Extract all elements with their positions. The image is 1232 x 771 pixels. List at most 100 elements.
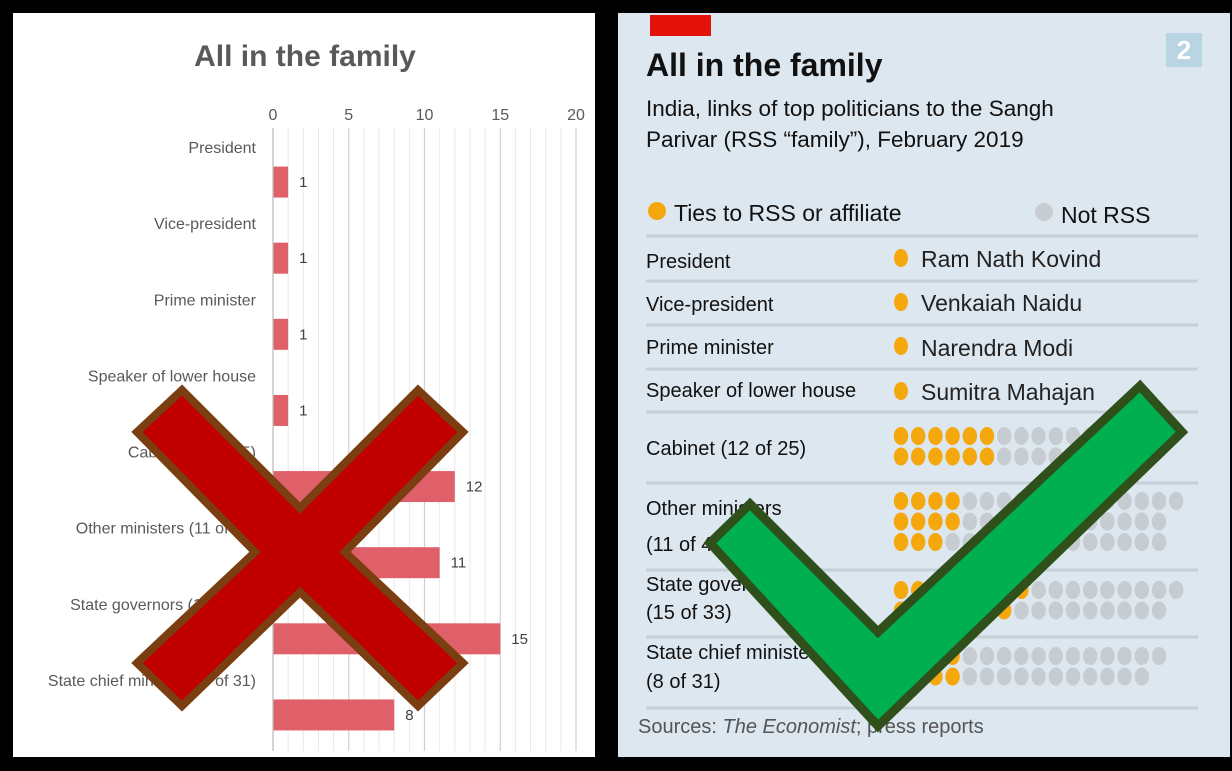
category-label: Cabinet (12 of 25) [128, 445, 256, 462]
left-bar-chart: All in the family 0 5 10 15 20 1 President 1 Vice… [48, 40, 585, 751]
not-rss-dot [1014, 667, 1029, 686]
rss-dot [945, 447, 960, 466]
not-rss-dot [1083, 647, 1098, 665]
rss-dot [928, 512, 943, 531]
not-rss-dot [1169, 492, 1184, 510]
not-rss-dot [1065, 427, 1081, 445]
not-rss-dot [1151, 647, 1167, 665]
not-rss-dot [1048, 667, 1063, 686]
rss-dot [979, 601, 995, 620]
not-rss-dot [1031, 447, 1046, 466]
not-rss-dot [1014, 492, 1029, 510]
data-label: 8 [405, 707, 413, 724]
row-label-vice-president: Vice-president [646, 294, 774, 316]
rss-dot [911, 581, 926, 599]
not-rss-dot [1151, 492, 1167, 510]
not-rss-dot [997, 492, 1012, 510]
not-rss-dot [1065, 533, 1081, 551]
legend-rss-label: Ties to RSS or affiliate [674, 200, 902, 226]
x-tick-label: 5 [344, 107, 353, 124]
rss-dot [911, 427, 926, 445]
data-label: 1 [299, 326, 307, 343]
row-label-prime-minister: Prime minister [646, 337, 774, 359]
not-rss-dot [979, 667, 995, 686]
rss-dot [928, 533, 943, 551]
not-rss-dot [1151, 581, 1167, 599]
not-rss-dot [1117, 647, 1132, 665]
rss-dot [997, 601, 1012, 620]
rss-dot [911, 601, 926, 620]
category-label: State governors (15 of 33) [70, 597, 256, 614]
rss-dot [911, 667, 926, 686]
rss-dot [894, 249, 908, 267]
rss-dot [962, 427, 977, 445]
rss-dot [962, 447, 977, 466]
rss-dot [945, 512, 960, 531]
legend-not-rss-dot [1035, 203, 1053, 221]
not-rss-dot [1048, 533, 1063, 551]
not-rss-dot [1065, 667, 1081, 686]
rss-dot [893, 492, 909, 510]
right-chart-title: All in the family [646, 47, 883, 83]
rss-dot [928, 667, 943, 686]
not-rss-dot [1117, 601, 1132, 620]
rss-dot [928, 601, 943, 620]
rss-dot [911, 512, 926, 531]
not-rss-dot [945, 533, 960, 551]
not-rss-dot [1134, 512, 1149, 531]
not-rss-dot [1083, 427, 1098, 445]
row-label-chief-ministers-line2: (8 of 31) [646, 671, 721, 693]
not-rss-dot [1100, 427, 1115, 445]
rss-dot [979, 447, 995, 466]
not-rss-dot [1117, 533, 1132, 551]
not-rss-dot [997, 447, 1012, 466]
not-rss-dot [1100, 601, 1115, 620]
data-label: 11 [451, 555, 467, 572]
rss-dot [945, 427, 960, 445]
rss-dot [893, 581, 909, 599]
row-label-chief-ministers-line1: State chief ministers [646, 642, 827, 664]
not-rss-dot [997, 647, 1012, 665]
not-rss-dot [1014, 447, 1029, 466]
not-rss-dot [1134, 533, 1149, 551]
not-rss-dot [1117, 492, 1132, 510]
not-rss-dot [962, 512, 977, 531]
category-label: State chief ministers (8 of 31) [48, 673, 256, 690]
bar [273, 471, 455, 503]
not-rss-dot [1134, 581, 1149, 599]
x-tick-label: 0 [269, 107, 278, 124]
data-label: 15 [511, 631, 528, 648]
not-rss-dot [1048, 581, 1063, 599]
person-name-president: Ram Nath Kovind [921, 246, 1102, 272]
row-label-president: President [646, 251, 731, 273]
not-rss-dot [962, 667, 977, 686]
not-rss-dot [1048, 492, 1063, 510]
data-label: 1 [299, 250, 307, 267]
not-rss-dot [1100, 512, 1115, 531]
rss-dot [945, 647, 960, 665]
not-rss-dot [1117, 581, 1132, 599]
left-chart-title: All in the family [194, 40, 416, 73]
not-rss-dot [1065, 492, 1081, 510]
rss-dot [893, 512, 909, 531]
rss-dot [893, 667, 909, 686]
rss-dot [928, 647, 943, 665]
rss-dot [928, 447, 943, 466]
not-rss-dot [1031, 512, 1046, 531]
sources-note: Sources: The Economist; press reports [638, 716, 984, 738]
bar [273, 623, 501, 655]
rss-dot [1014, 581, 1029, 599]
not-rss-dot [1134, 647, 1149, 665]
rss-dot [962, 581, 977, 599]
not-rss-dot [1048, 447, 1063, 466]
rss-dot [911, 533, 926, 551]
not-rss-dot [1151, 601, 1167, 620]
person-name-vice-president: Venkaiah Naidu [921, 290, 1083, 316]
not-rss-dot [1083, 601, 1098, 620]
not-rss-dot [1031, 533, 1046, 551]
chart-number-badge: 2 [1166, 33, 1202, 67]
not-rss-dot [1014, 533, 1029, 551]
rss-dot [894, 337, 908, 355]
not-rss-dot [1065, 581, 1081, 599]
category-label: President [188, 140, 256, 157]
